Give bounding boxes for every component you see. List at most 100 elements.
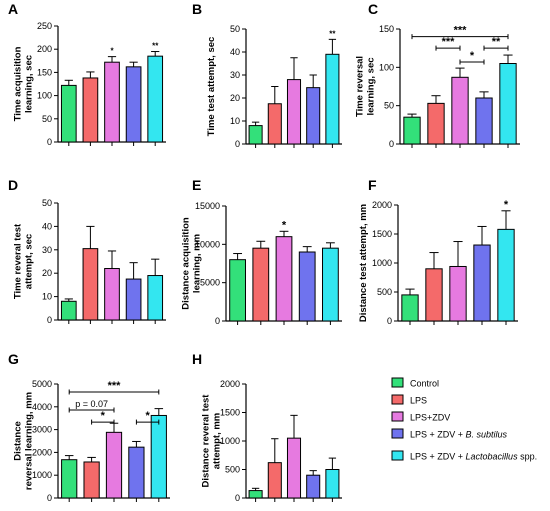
bar [125, 66, 142, 143]
y-tick-label: 5000 [200, 278, 220, 288]
bar [451, 76, 469, 145]
bar [325, 53, 340, 145]
y-axis-label: attempt, mm [212, 413, 223, 469]
bar [322, 247, 339, 322]
bar [449, 265, 467, 322]
bar [82, 248, 99, 321]
y-tick-label: 100 [37, 91, 52, 101]
y-tick-label: 1000 [372, 258, 392, 268]
bar [267, 103, 282, 145]
bar [150, 414, 167, 499]
legend-item: Control [391, 377, 439, 389]
y-tick-label: 2000 [220, 379, 240, 389]
y-tick-label: 50 [230, 24, 240, 34]
y-tick-label: 40 [42, 221, 52, 231]
legend-label-part: LPS+ZDV [410, 413, 450, 423]
bar [475, 97, 493, 145]
legend-label: LPS [410, 396, 427, 406]
bar [60, 84, 77, 143]
y-tick-label: 30 [42, 245, 52, 255]
bar [473, 244, 491, 322]
y-tick-label: 150 [37, 67, 52, 77]
legend-label: Control [410, 379, 439, 389]
bar [403, 116, 421, 145]
bar [325, 469, 340, 499]
y-tick-label: 20 [42, 268, 52, 278]
legend-label: LPS+ZDV [410, 413, 450, 423]
legend-item: LPS [391, 394, 427, 406]
y-tick-label: 50 [42, 198, 52, 208]
y-axis-label: learning, sec [366, 57, 377, 115]
y-tick-label: 50 [42, 114, 52, 124]
y-axis-label: Time reveral test [13, 223, 24, 299]
bracket-label: *** [108, 380, 122, 392]
y-tick-label: 10 [42, 292, 52, 302]
bracket-label: * [101, 410, 106, 422]
legend-item: LPS + ZDV + Lactobacillus spp. [391, 450, 538, 462]
y-tick-label: 1500 [372, 229, 392, 239]
y-tick-label: 5000 [32, 379, 52, 389]
legend-item: LPS+ZDV [391, 411, 450, 423]
bar [104, 268, 120, 321]
bracket-label: *** [442, 36, 456, 48]
bar [229, 259, 246, 322]
legend-swatch [391, 428, 404, 439]
bar [128, 446, 145, 499]
y-tick-label: 0 [215, 316, 220, 326]
y-tick-label: 30 [230, 70, 240, 80]
legend-label-part: LPS + ZDV + [410, 430, 466, 440]
y-tick-label: 150 [379, 24, 394, 34]
bar [425, 268, 443, 322]
y-tick-label: 100 [379, 62, 394, 72]
y-axis-label: learning, sec [24, 55, 35, 113]
y-tick-label: 1000 [32, 470, 52, 480]
bar [248, 490, 263, 499]
y-tick-label: 2000 [32, 447, 52, 457]
y-axis-label: Time reversal [355, 56, 366, 117]
y-tick-label: 0 [387, 316, 392, 326]
bar [82, 77, 99, 143]
y-axis-label: Time test attempt, sec [206, 37, 217, 137]
y-axis-label: Distance [13, 421, 24, 461]
y-tick-label: 10000 [195, 239, 220, 249]
panel-a: A Time acquisition learning, sec 0 50 100 150 2… [8, 1, 166, 147]
y-axis-label: Distance acquisition [181, 217, 192, 310]
bracket-label: * [145, 410, 150, 422]
panel-e: E Distance acquisition learning, mm 0 5000 10… [181, 177, 342, 326]
legend-swatch [391, 411, 404, 422]
legend-swatch [391, 377, 404, 388]
legend-label-part: spp. [518, 452, 538, 462]
y-axis-label: learning, mm [192, 234, 203, 293]
bar [104, 61, 120, 143]
panel-d: D Time reveral test attempt, sec 0 10 20 30 40 5… [8, 177, 166, 325]
y-tick-label: 40 [230, 47, 240, 57]
y-axis-label: Distance test attempt, mm [358, 204, 369, 322]
y-tick-label: 0 [47, 137, 52, 147]
y-tick-label: 15000 [195, 201, 220, 211]
panel-label: C [368, 1, 378, 17]
y-tick-label: 0 [235, 139, 240, 149]
y-tick-label: 3000 [32, 425, 52, 435]
bracket-label: ** [492, 36, 501, 48]
y-tick-label: 500 [225, 465, 240, 475]
panel-label: B [192, 1, 202, 17]
legend-item: LPS + ZDV + B. subtilus [391, 428, 508, 440]
y-tick-label: 200 [37, 44, 52, 54]
panel-b: B Time test attempt, sec 0 10 20 30 40 50 ** [192, 1, 342, 149]
y-axis-label: reversal learning, mm [24, 392, 35, 490]
bar [61, 459, 78, 499]
panel-f: F Distance test attempt, mm 0 500 1000 1500 20… [358, 177, 518, 326]
y-tick-label: 500 [377, 287, 392, 297]
legend-label-part: LPS + ZDV + [410, 452, 466, 462]
legend-label-part: LPS [410, 396, 427, 406]
significance-star: * [110, 47, 114, 56]
y-tick-label: 0 [47, 493, 52, 503]
panel-label: E [192, 177, 201, 193]
bar [83, 461, 100, 499]
panel-label: A [8, 1, 18, 17]
y-tick-label: 50 [384, 101, 394, 111]
bracket-label: * [470, 50, 475, 62]
y-tick-label: 0 [389, 139, 394, 149]
